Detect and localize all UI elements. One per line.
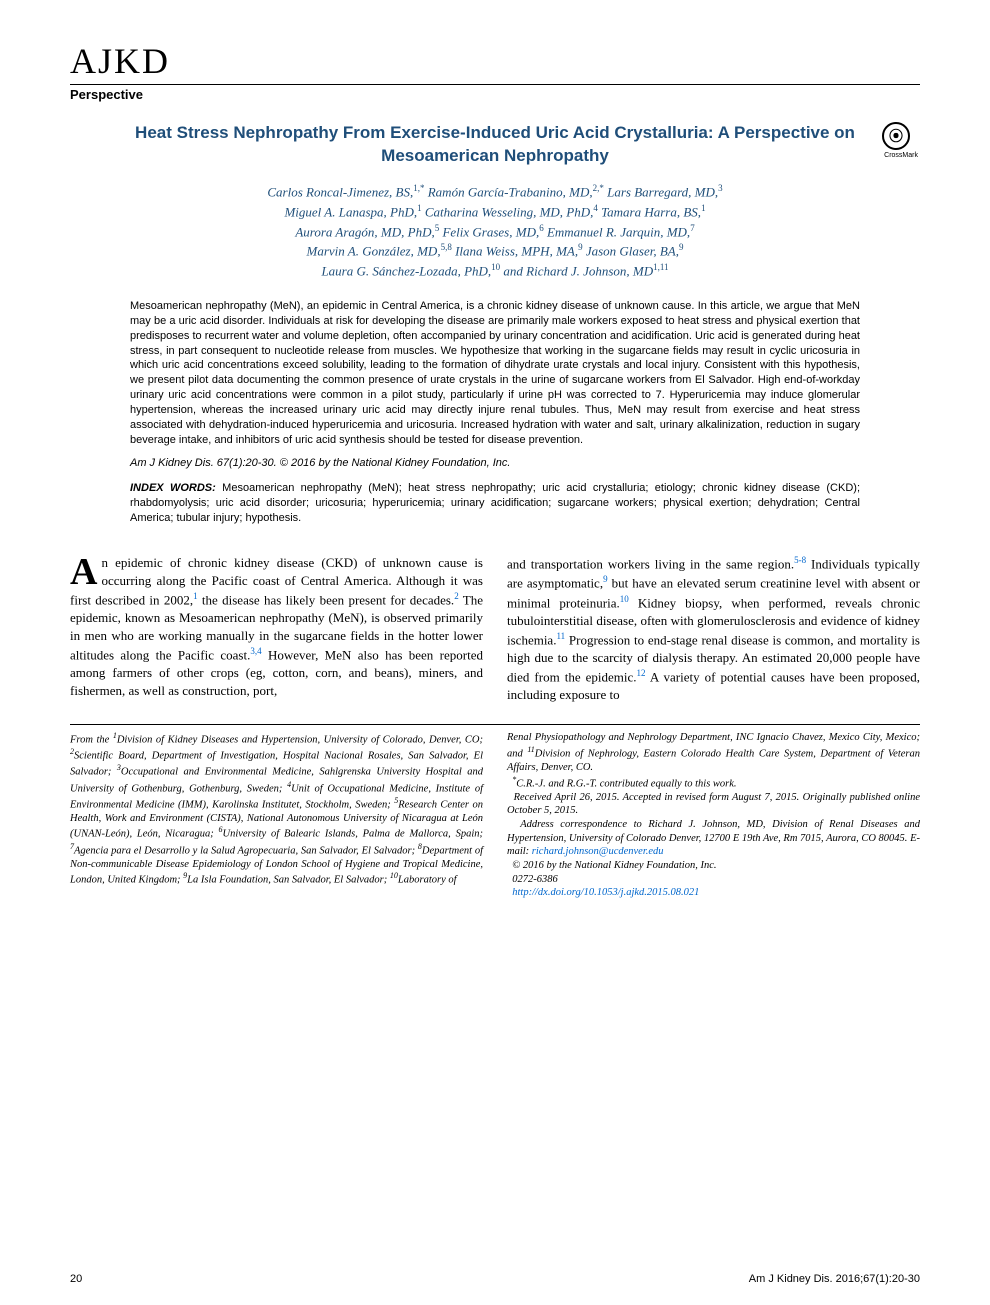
crossmark-label: CrossMark: [884, 152, 918, 159]
index-words-text: Mesoamerican nephropathy (MeN); heat str…: [130, 482, 860, 524]
article-title: Heat Stress Nephropathy From Exercise-In…: [130, 122, 860, 168]
journal-logo: AJKD: [70, 40, 920, 85]
body-column-right: and transportation workers living in the…: [507, 554, 920, 704]
affiliations-left: From the 1Division of Kidney Diseases an…: [70, 731, 483, 900]
running-footer: Am J Kidney Dis. 2016;67(1):20-30: [749, 1273, 920, 1285]
title-block: ⦿ CrossMark Heat Stress Nephropathy From…: [130, 122, 860, 281]
index-words: INDEX WORDS: Mesoamerican nephropathy (M…: [130, 481, 860, 526]
body-column-left: An epidemic of chronic kidney disease (C…: [70, 554, 483, 704]
affiliations-block: From the 1Division of Kidney Diseases an…: [70, 731, 920, 900]
citation-line: Am J Kidney Dis. 67(1):20-30. © 2016 by …: [130, 457, 860, 469]
abstract-text: Mesoamerican nephropathy (MeN), an epide…: [130, 299, 860, 447]
page-footer: 20 Am J Kidney Dis. 2016;67(1):20-30: [70, 1273, 920, 1285]
affiliations-right: Renal Physiopathology and Nephrology Dep…: [507, 731, 920, 900]
footer-divider: [70, 724, 920, 725]
body-columns: An epidemic of chronic kidney disease (C…: [70, 554, 920, 704]
crossmark-icon[interactable]: ⦿: [882, 122, 910, 150]
article-type-label: Perspective: [70, 87, 920, 102]
index-words-label: INDEX WORDS:: [130, 482, 216, 494]
author-list: Carlos Roncal-Jimenez, BS,1,* Ramón Garc…: [130, 182, 860, 281]
page-number: 20: [70, 1273, 82, 1285]
